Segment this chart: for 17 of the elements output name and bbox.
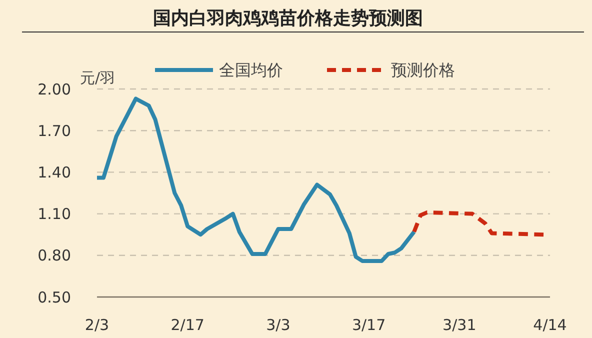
y-axis-title: 元/羽 [80,69,116,87]
x-tick-label: 3/31 [442,316,476,334]
x-tick-label: 3/17 [352,316,386,334]
x-tick-label: 2/17 [170,316,204,334]
y-tick-label: 1.40 [38,163,71,182]
line-series [412,210,546,237]
x-tick-label: 4/14 [533,316,567,334]
y-tick-label: 2.00 [38,80,71,98]
x-tick-label: 2/3 [84,316,110,334]
legend-label: 全国均价 [219,60,283,80]
legend-label: 预测价格 [391,60,455,80]
y-tick-label: 0.80 [38,246,71,265]
y-tick-label: 0.50 [38,288,71,306]
y-tick-label: 1.10 [38,205,71,224]
y-tick-label: 1.70 [38,122,71,140]
chart-title: 国内白羽肉鸡鸡苗价格走势预测图 [153,8,423,29]
x-tick-label: 3/3 [266,316,290,334]
